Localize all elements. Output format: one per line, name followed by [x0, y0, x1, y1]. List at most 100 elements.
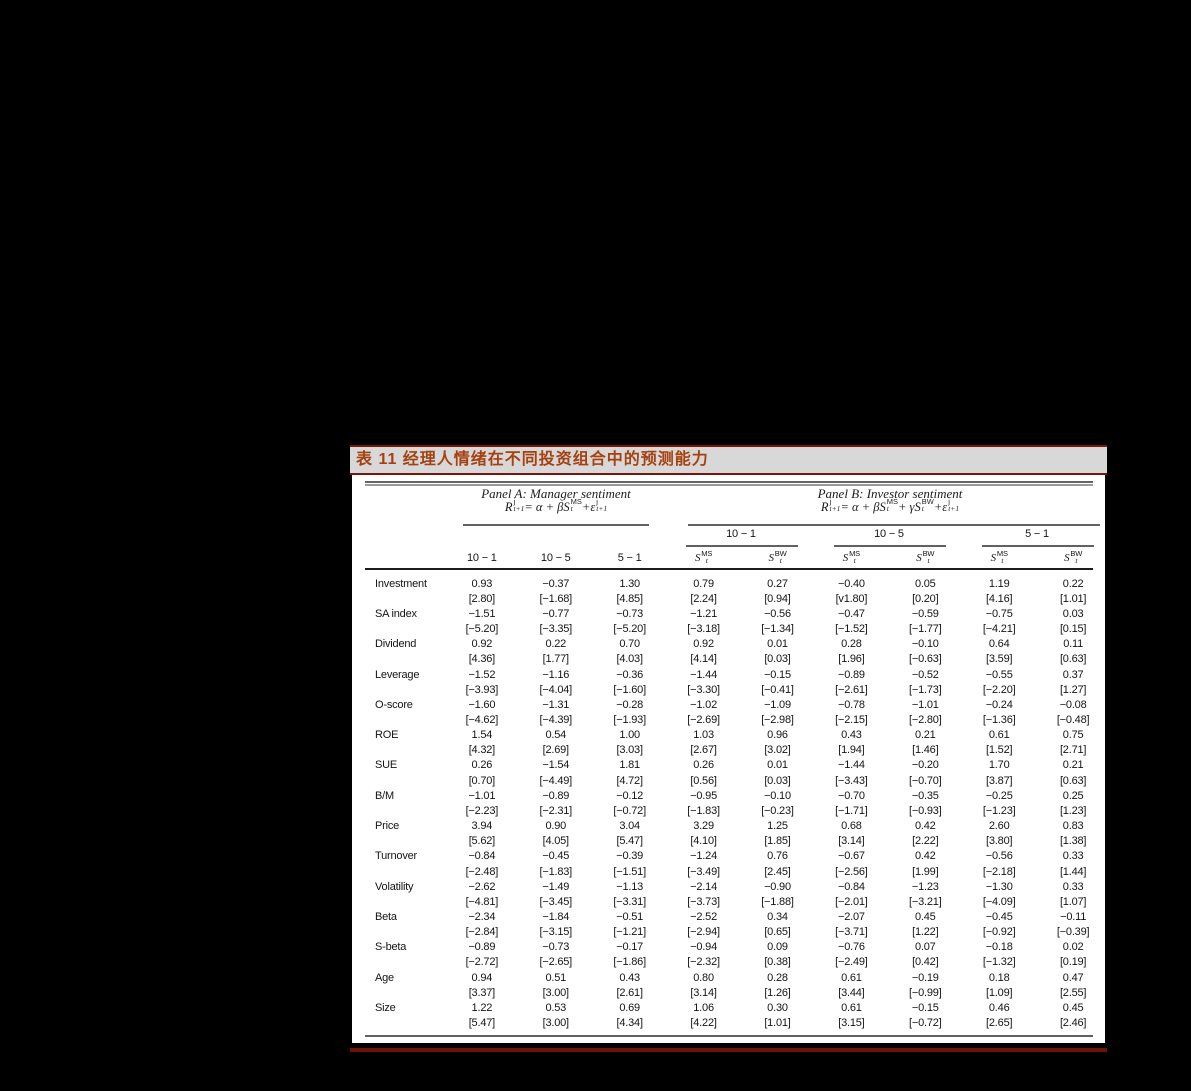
- t-stat-cell: [−3.31]: [613, 895, 646, 908]
- t-stat-cell: [3.80]: [986, 835, 1013, 848]
- t-stat-cell: [−2.69]: [687, 713, 720, 726]
- t-stat-cell: [3.44]: [838, 986, 865, 999]
- math-superscript: BW: [1070, 549, 1083, 558]
- t-stat-cell: [−1.60]: [613, 683, 646, 696]
- coefficient-cell: 0.45: [1062, 1001, 1084, 1014]
- math-base: S: [914, 500, 921, 514]
- group-rule-5-1: [982, 545, 1094, 547]
- coefficient-cell: 0.37: [1062, 668, 1084, 681]
- math-scripts: BW t: [1070, 549, 1083, 564]
- math-scripts: j t+1: [948, 498, 960, 513]
- coefficient-cell: −1.01: [468, 789, 496, 802]
- t-stat-row: [5.47] [3.00] [4.34] [4.22] [1.01] [3.15] [−0.…: [365, 1016, 1110, 1031]
- column-header-variable: S MS t: [695, 550, 712, 564]
- coefficient-cell: −0.39: [616, 850, 644, 863]
- t-stat-cell: [0.65]: [764, 926, 791, 939]
- t-stat-cell: [4.14]: [690, 653, 717, 666]
- t-stat-cell: [−3.30]: [687, 683, 720, 696]
- coefficient-cell: 0.92: [471, 638, 493, 651]
- coefficient-cell: −0.15: [764, 668, 791, 681]
- math-superscript: BW: [774, 549, 787, 558]
- coefficient-cell: 0.70: [619, 638, 640, 651]
- coefficient-cell: 1.25: [767, 820, 788, 833]
- t-stat-cell: [1.22]: [912, 926, 939, 939]
- formula-text: = α + β: [524, 500, 564, 514]
- t-stat-cell: [−3.21]: [909, 895, 942, 908]
- t-stat-row: [−2.84] [−3.15] [−1.21] [−2.94] [0.65] [−3.71…: [365, 925, 1110, 940]
- t-stat-cell: [0.15]: [1059, 623, 1087, 636]
- t-stat-cell: [2.24]: [690, 592, 717, 605]
- coefficient-row: Price 3.94 0.90 3.04 3.29 1.25 0.68 0.42 2.60 0.8…: [365, 819, 1110, 834]
- math-scripts: MS t: [849, 550, 860, 564]
- row-label: Age: [375, 971, 394, 984]
- math-scripts: MS t: [886, 497, 898, 512]
- table-caption-bar: 表 11 经理人情绪在不同投资组合中的预测能力: [350, 445, 1107, 475]
- t-stat-cell: [1.09]: [986, 986, 1013, 999]
- coefficient-cell: −0.40: [837, 577, 865, 590]
- math-base: S: [1064, 552, 1070, 564]
- coefficient-row: Volatility −2.62 −1.49 −1.13 −2.14 −0.90 −0.84…: [365, 879, 1110, 894]
- group-label: 10 − 5: [874, 528, 904, 540]
- t-stat-cell: [1.94]: [838, 744, 865, 757]
- t-stat-cell: [1.96]: [838, 653, 865, 666]
- column-header: S MS t: [962, 550, 1036, 564]
- column-header-variable: S MS t: [842, 550, 860, 564]
- coefficient-cell: −1.51: [468, 607, 496, 620]
- t-stat-cell: [0.03]: [764, 653, 791, 666]
- math-base: ε: [942, 500, 948, 514]
- coefficient-cell: 0.43: [619, 971, 640, 984]
- column-header: S BW t: [1036, 549, 1110, 564]
- t-stat-cell: [−4.04]: [539, 683, 573, 696]
- math-scripts: j t+1: [830, 498, 841, 512]
- math-superscript: MS: [886, 497, 898, 506]
- row-label: Turnover: [375, 850, 418, 863]
- t-stat-cell: [−4.39]: [539, 713, 573, 726]
- t-stat-cell: [4.22]: [690, 1017, 717, 1030]
- math-subscript: t+1: [948, 503, 960, 513]
- coefficient-cell: −1.52: [468, 668, 496, 681]
- t-stat-cell: [−2.98]: [761, 713, 794, 726]
- math-scripts: BW t: [774, 549, 787, 564]
- coefficient-cell: −0.17: [616, 941, 644, 954]
- t-stat-cell: [2.67]: [690, 744, 717, 757]
- t-stat-cell: [2.80]: [468, 592, 496, 605]
- coefficient-row: Age 0.94 0.51 0.43 0.80 0.28 0.61 −0.19 0.18 0.47: [365, 970, 1110, 985]
- coefficient-cell: 0.80: [693, 971, 714, 984]
- t-stat-cell: [−1.23]: [982, 804, 1016, 817]
- coefficient-cell: 1.03: [693, 729, 714, 742]
- t-stat-cell: [1.01]: [1059, 592, 1087, 605]
- coefficient-cell: −0.45: [985, 911, 1013, 924]
- math-superscript: j: [513, 497, 516, 506]
- t-stat-row: [−2.23] [−2.31] [−0.72] [−1.83] [−0.23] [−1.7…: [365, 803, 1110, 818]
- column-header: 10 − 1: [467, 552, 497, 564]
- coefficient-cell: −2.52: [690, 911, 717, 924]
- t-stat-cell: [−2.61]: [835, 683, 868, 696]
- coefficient-cell: −0.19: [911, 971, 939, 984]
- t-stat-cell: [4.03]: [616, 653, 644, 666]
- t-stat-cell: [v1.80]: [835, 592, 868, 605]
- t-stat-cell: [3.14]: [690, 986, 717, 999]
- math-superscript: MS: [570, 497, 582, 506]
- t-stat-row: [−2.48] [−1.83] [−1.51] [−3.49] [2.45] [−2.56…: [365, 864, 1110, 879]
- coefficient-cell: 0.90: [545, 820, 567, 833]
- coefficient-cell: −0.73: [542, 941, 570, 954]
- column-header: S MS t: [814, 550, 888, 564]
- t-stat-cell: [1.26]: [764, 986, 791, 999]
- coefficient-cell: −0.76: [837, 941, 865, 954]
- t-stat-cell: [3.03]: [616, 744, 644, 757]
- math-base: S: [842, 552, 849, 564]
- coefficient-cell: 0.07: [914, 941, 936, 954]
- t-stat-row: [−3.93] [−4.04] [−1.60] [−3.30] [−0.41] [−2.6…: [365, 682, 1110, 697]
- t-stat-cell: [−2.94]: [687, 926, 720, 939]
- t-stat-cell: [−2.49]: [835, 956, 868, 969]
- t-stat-cell: [−1.93]: [613, 713, 646, 726]
- t-stat-cell: [−0.48]: [1056, 713, 1090, 726]
- coefficient-cell: −1.49: [542, 880, 570, 893]
- panel-a-title: Panel A: Manager sentiment: [481, 486, 631, 501]
- coefficient-cell: 0.42: [914, 820, 936, 833]
- coefficient-cell: 1.22: [471, 1001, 493, 1014]
- column-header: S BW t: [741, 549, 815, 564]
- t-stat-cell: [1.85]: [764, 835, 791, 848]
